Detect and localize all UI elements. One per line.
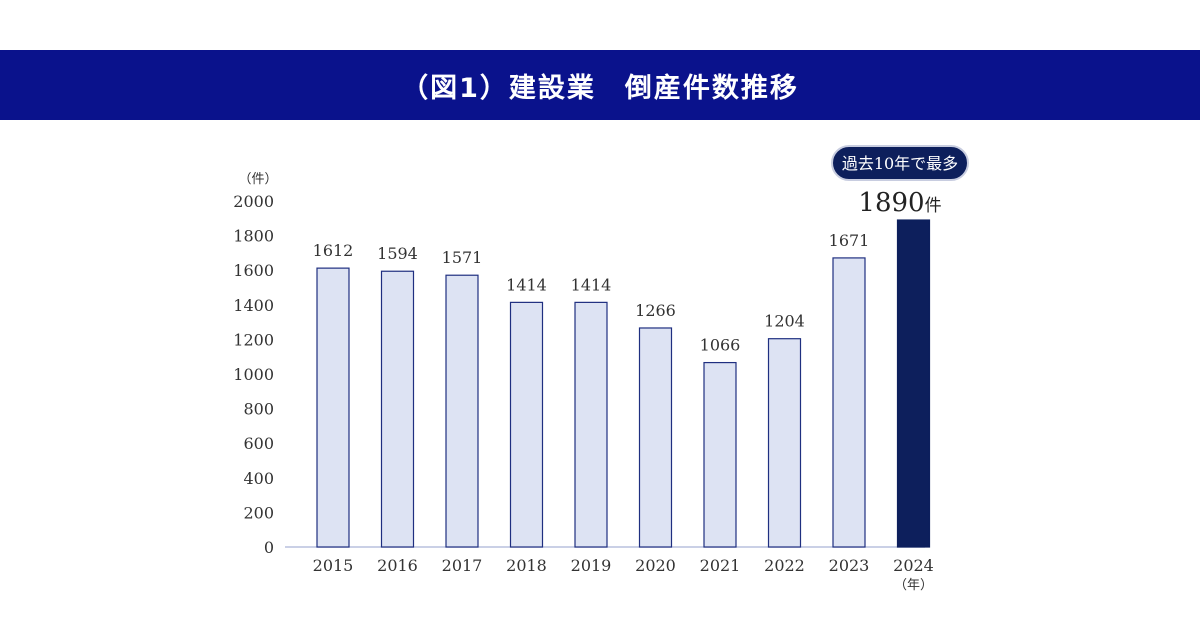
x-tick-label: 2019 xyxy=(571,556,612,575)
highlight-badge xyxy=(831,145,969,181)
y-tick-label: 200 xyxy=(243,503,274,522)
data-label: 1204 xyxy=(764,312,805,331)
y-tick-label: 1800 xyxy=(233,227,274,246)
bar-2021 xyxy=(703,361,737,548)
data-label: 1612 xyxy=(313,241,354,260)
x-tick-label: 2021 xyxy=(700,556,741,575)
y-tick-label: 600 xyxy=(243,434,274,453)
data-label: 1414 xyxy=(506,275,547,294)
bar-2016 xyxy=(380,270,415,548)
y-tick-label: 2000 xyxy=(233,192,274,211)
x-tick-label: 2016 xyxy=(377,556,418,575)
y-tick-label: 1000 xyxy=(233,365,274,384)
y-tick-label: 0 xyxy=(264,538,274,557)
bar-2019 xyxy=(574,301,608,548)
chart-title: （図1）建設業 倒産件数推移 xyxy=(0,50,1200,120)
data-label: 1671 xyxy=(829,231,870,250)
data-label: 1571 xyxy=(442,248,483,267)
y-tick-label: 400 xyxy=(243,469,274,488)
y-tick-label: 800 xyxy=(243,400,274,419)
x-tick-label: 2017 xyxy=(442,556,483,575)
x-tick-label: 2015 xyxy=(313,556,354,575)
x-tick-label: 2024 xyxy=(893,556,934,575)
y-tick-label: 1200 xyxy=(233,330,274,349)
y-axis-label: （件） xyxy=(238,172,277,187)
x-tick-label: 2020 xyxy=(635,556,676,575)
bar-2015 xyxy=(316,267,350,548)
x-tick-label: 2018 xyxy=(506,556,547,575)
x-axis-label: （年） xyxy=(894,578,933,593)
bar-2020 xyxy=(638,327,673,548)
data-label: 1066 xyxy=(700,336,741,355)
highlight-data-label: 1890件 xyxy=(858,188,941,218)
bar-2024 xyxy=(896,219,931,548)
bar-2018 xyxy=(509,301,544,548)
bar-2023 xyxy=(832,257,866,548)
bar-2017 xyxy=(445,274,479,548)
x-tick-label: 2023 xyxy=(829,556,870,575)
x-tick-label: 2022 xyxy=(764,556,805,575)
data-label: 1266 xyxy=(635,301,676,320)
data-label: 1594 xyxy=(377,244,418,263)
highlight-badge-text: 過去10年で最多 xyxy=(842,154,958,173)
data-label: 1414 xyxy=(571,275,612,294)
y-tick-label: 1600 xyxy=(233,261,274,280)
y-tick-label: 1400 xyxy=(233,296,274,315)
bar-2022 xyxy=(767,338,802,548)
